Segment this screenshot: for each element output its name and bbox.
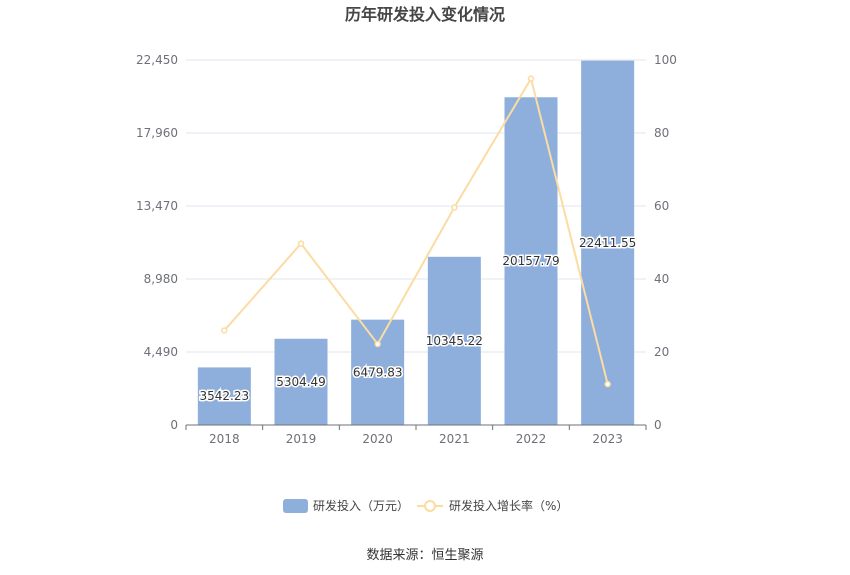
bar [581,60,635,426]
y-left-tick-label: 13,470 [136,199,178,213]
line-point [604,380,611,388]
axes: 0 4,490 8,980 13,470 17,960 22,450 0 20 40 60 80 10… [136,53,677,446]
y-left-tick-label: 17,960 [136,126,178,140]
bar-value-label: 5304.49 [276,375,326,389]
y-left-tick-label: 8,980 [144,272,178,286]
legend[interactable]: 研发投入（万元） 研发投入增长率（%） [283,498,568,513]
bar-series [197,60,635,426]
y-left-tick-label: 0 [170,418,178,432]
y-right-tick-label: 100 [654,53,677,67]
x-tick-label: 2018 [209,432,240,446]
growth-line [223,76,609,385]
legend-item-line[interactable]: 研发投入增长率（%） [417,498,568,513]
legend-line-label: 研发投入增长率（%） [449,498,568,513]
bar-value-label: 22411.55 [579,236,636,250]
x-tick-label: 2022 [516,432,547,446]
bar [274,338,328,425]
chart-title: 历年研发投入变化情况 [345,5,505,24]
y-right-tick-label: 60 [654,199,669,213]
bar [197,367,251,425]
x-tick-label: 2021 [439,432,470,446]
bar-value-label: 20157.79 [502,254,559,268]
bar [351,319,405,425]
bar-value-label: 3542.23 [200,389,250,403]
x-tick-label: 2019 [286,432,317,446]
y-right-tick-label: 20 [654,345,669,359]
line-point [451,204,458,211]
y-right-tick-label: 80 [654,126,669,140]
legend-bar-label: 研发投入（万元） [313,498,409,513]
x-tick-label: 2020 [362,432,393,446]
x-tick-label: 2023 [592,432,623,446]
line-point [297,240,305,247]
line-point [221,327,228,334]
line-point [527,75,535,82]
legend-line-marker [424,500,436,512]
y-left-tick-label: 22,450 [136,53,178,67]
source-note: 数据来源：恒生聚源 [366,548,483,563]
grid [186,59,646,353]
y-right-tick-label: 40 [654,272,669,286]
y-right-tick-label: 0 [654,418,662,432]
line-point [374,340,381,348]
bar-labels: 3542.23 5304.49 6479.83 10345.22 20157.79 224… [198,234,638,404]
bar-value-label: 10345.22 [426,334,483,348]
bar-value-label: 6479.83 [353,365,403,379]
y-left-tick-label: 4,490 [144,345,178,359]
legend-item-bar[interactable]: 研发投入（万元） [283,498,409,513]
line-series [221,75,611,388]
legend-bar-swatch [283,499,308,513]
bar [427,256,481,425]
